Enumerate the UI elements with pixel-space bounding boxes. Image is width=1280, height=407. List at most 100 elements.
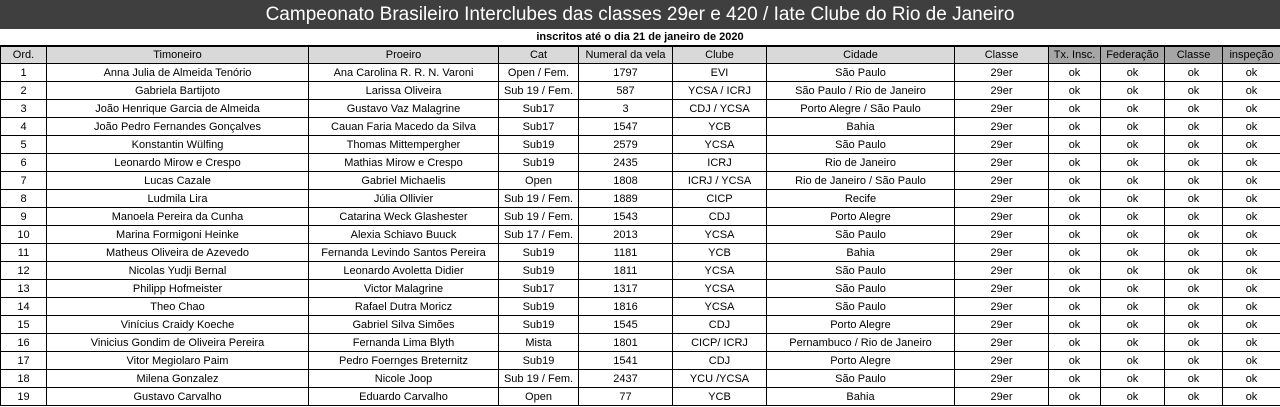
column-header-proeiro: Proeiro <box>308 46 499 64</box>
cell-ord: 9 <box>0 207 47 226</box>
cell-federacao: ok <box>1100 351 1165 370</box>
cell-numeral-da-vela: 2435 <box>578 153 673 172</box>
column-header-cidade: Cidade <box>766 46 955 64</box>
cell-classe-status: ok <box>1164 315 1223 334</box>
cell-cat: Sub19 <box>498 135 579 154</box>
cell-ord: 19 <box>0 387 47 406</box>
cell-numeral-da-vela: 1801 <box>578 333 673 352</box>
cell-cidade: Bahia <box>766 243 955 262</box>
cell-cidade: São Paulo <box>766 135 955 154</box>
cell-clube: YCSA <box>672 279 767 298</box>
cell-classe: 29er <box>954 225 1049 244</box>
cell-cidade: São Paulo / Rio de Janeiro <box>766 81 955 100</box>
cell-numeral-da-vela: 1816 <box>578 297 673 316</box>
cell-ord: 4 <box>0 117 47 136</box>
cell-inspecao: ok <box>1222 297 1280 316</box>
cell-tx-insc: ok <box>1048 153 1101 172</box>
cell-numeral-da-vela: 1543 <box>578 207 673 226</box>
cell-ord: 14 <box>0 297 47 316</box>
table-row: 16 Vinicius Gondim de Oliveira Pereira Fer… <box>0 333 1280 352</box>
cell-tx-insc: ok <box>1048 81 1101 100</box>
cell-classe-status: ok <box>1164 369 1223 388</box>
cell-proeiro: Thomas Mittempergher <box>308 135 499 154</box>
cell-cidade: São Paulo <box>766 279 955 298</box>
cell-proeiro: Cauan Faria Macedo da Silva <box>308 117 499 136</box>
cell-cidade: Recife <box>766 189 955 208</box>
cell-federacao: ok <box>1100 171 1165 190</box>
table-row: 3 João Henrique Garcia de Almeida Gustavo … <box>0 99 1280 118</box>
cell-clube: CDJ <box>672 207 767 226</box>
cell-clube: CICP/ ICRJ <box>672 333 767 352</box>
cell-clube: YCSA <box>672 225 767 244</box>
cell-proeiro: Leonardo Avoletta Didier <box>308 261 499 280</box>
cell-cat: Sub19 <box>498 315 579 334</box>
cell-tx-insc: ok <box>1048 189 1101 208</box>
cell-numeral-da-vela: 587 <box>578 81 673 100</box>
cell-federacao: ok <box>1100 297 1165 316</box>
cell-cidade: Bahia <box>766 387 955 406</box>
cell-proeiro: Fernanda Levindo Santos Pereira <box>308 243 499 262</box>
cell-numeral-da-vela: 1547 <box>578 117 673 136</box>
table-row: 12 Nicolas Yudji Bernal Leonardo Avoletta … <box>0 261 1280 280</box>
table-row: 10 Marina Formigoni Heinke Alexia Schiavo … <box>0 225 1280 244</box>
page-subtitle: inscritos até o dia 21 de janeiro de 202… <box>0 29 1280 46</box>
cell-clube: CDJ <box>672 315 767 334</box>
cell-cidade: São Paulo <box>766 369 955 388</box>
cell-timoneiro: Milena Gonzalez <box>46 369 309 388</box>
cell-ord: 1 <box>0 63 47 82</box>
cell-inspecao: ok <box>1222 333 1280 352</box>
cell-timoneiro: Lucas Cazale <box>46 171 309 190</box>
cell-cat: Mista <box>498 333 579 352</box>
cell-federacao: ok <box>1100 387 1165 406</box>
cell-ord: 6 <box>0 153 47 172</box>
cell-cidade: Rio de Janeiro <box>766 153 955 172</box>
cell-proeiro: Nicole Joop <box>308 369 499 388</box>
cell-federacao: ok <box>1100 135 1165 154</box>
cell-timoneiro: Anna Julia de Almeida Tenório <box>46 63 309 82</box>
cell-ord: 8 <box>0 189 47 208</box>
cell-timoneiro: Philipp Hofmeister <box>46 279 309 298</box>
cell-cidade: Pernambuco / Rio de Janeiro <box>766 333 955 352</box>
cell-clube: YCSA <box>672 297 767 316</box>
cell-proeiro: Gabriel Michaelis <box>308 171 499 190</box>
cell-clube: YCB <box>672 117 767 136</box>
cell-classe-status: ok <box>1164 117 1223 136</box>
cell-classe: 29er <box>954 153 1049 172</box>
cell-tx-insc: ok <box>1048 171 1101 190</box>
cell-federacao: ok <box>1100 153 1165 172</box>
page-title: Campeonato Brasileiro Interclubes das cl… <box>0 0 1280 29</box>
cell-cat: Open <box>498 387 579 406</box>
cell-clube: YCSA <box>672 135 767 154</box>
table-row: 1 Anna Julia de Almeida Tenório Ana Caroli… <box>0 63 1280 82</box>
cell-classe-status: ok <box>1164 333 1223 352</box>
cell-classe-status: ok <box>1164 135 1223 154</box>
cell-inspecao: ok <box>1222 117 1280 136</box>
cell-cat: Sub17 <box>498 279 579 298</box>
cell-proeiro: Larissa Oliveira <box>308 81 499 100</box>
column-header-cat: Cat <box>498 46 579 64</box>
cell-classe: 29er <box>954 369 1049 388</box>
cell-clube: YCU /YCSA <box>672 369 767 388</box>
cell-inspecao: ok <box>1222 153 1280 172</box>
cell-cidade: Porto Alegre <box>766 351 955 370</box>
cell-cat: Sub17 <box>498 99 579 118</box>
cell-numeral-da-vela: 2013 <box>578 225 673 244</box>
cell-cat: Sub 19 / Fem. <box>498 207 579 226</box>
cell-clube: YCB <box>672 387 767 406</box>
cell-numeral-da-vela: 1811 <box>578 261 673 280</box>
cell-inspecao: ok <box>1222 63 1280 82</box>
cell-classe-status: ok <box>1164 63 1223 82</box>
table-row: 8 Ludmila Lira Júlia Ollivier Sub 19 / Fem.… <box>0 189 1280 208</box>
cell-classe: 29er <box>954 189 1049 208</box>
cell-timoneiro: Vinicius Gondim de Oliveira Pereira <box>46 333 309 352</box>
cell-cat: Sub 19 / Fem. <box>498 189 579 208</box>
cell-proeiro: Júlia Ollivier <box>308 189 499 208</box>
cell-classe: 29er <box>954 261 1049 280</box>
header-row: Ord. Timoneiro Proeiro Cat Numeral da vela Cl… <box>0 46 1280 64</box>
cell-classe-status: ok <box>1164 387 1223 406</box>
cell-numeral-da-vela: 1541 <box>578 351 673 370</box>
cell-proeiro: Pedro Foernges Breternitz <box>308 351 499 370</box>
column-header-tx-insc: Tx. Insc. <box>1048 46 1101 64</box>
cell-tx-insc: ok <box>1048 333 1101 352</box>
cell-proeiro: Ana Carolina R. R. N. Varoni <box>308 63 499 82</box>
